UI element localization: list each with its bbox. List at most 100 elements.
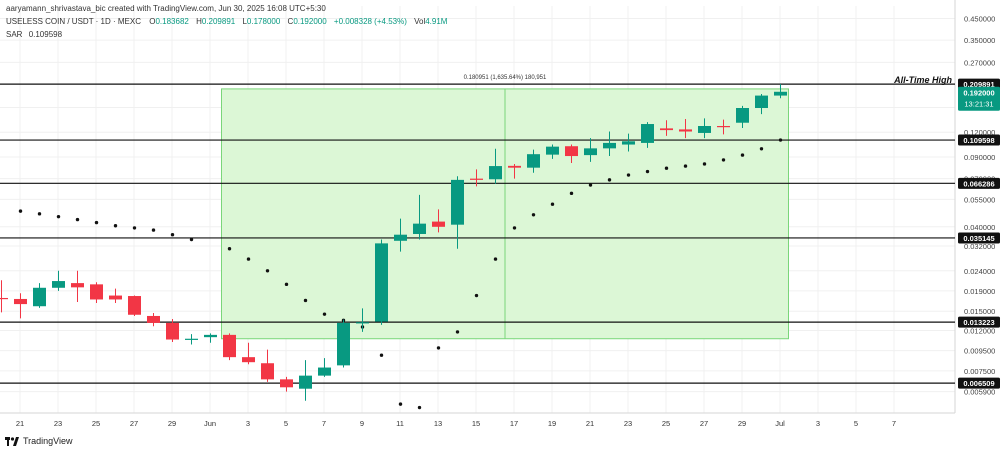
date-tick-label: 17: [510, 419, 518, 428]
sar-legend: SAR 0.109598: [6, 30, 62, 39]
date-tick-label: 5: [284, 419, 288, 428]
candle-up[interactable]: [204, 334, 217, 338]
price-tick-label: 0.005900: [964, 388, 995, 397]
sar-dot: [170, 232, 175, 237]
candle-up[interactable]: [527, 154, 540, 168]
price-tag: [958, 86, 1000, 111]
candle-up[interactable]: [736, 108, 749, 123]
sar-dot: [569, 191, 574, 196]
candle-down[interactable]: [71, 283, 84, 288]
candle-down[interactable]: [261, 363, 274, 380]
tradingview-logo: TradingView: [5, 436, 73, 446]
candle-up[interactable]: [622, 141, 635, 145]
sar-dot: [113, 224, 118, 228]
date-tick-label: 25: [662, 419, 670, 428]
price-tag-value: 0.209891: [963, 80, 994, 89]
sar-dot: [189, 237, 194, 242]
candle-down[interactable]: [109, 295, 122, 300]
tradingview-logo-icon: [5, 436, 19, 446]
candle-down[interactable]: [242, 357, 255, 363]
open-label: O: [149, 17, 156, 26]
sar-dot: [531, 213, 536, 217]
candle-up[interactable]: [641, 124, 654, 143]
sar-dot: [18, 209, 23, 213]
candle-down[interactable]: [90, 284, 103, 300]
candle-up[interactable]: [603, 142, 616, 149]
candle-up[interactable]: [33, 287, 46, 307]
candle-down[interactable]: [565, 146, 578, 157]
candle-down[interactable]: [223, 334, 236, 358]
symbol-label: USELESS COIN / USDT · 1D · MEXC: [6, 17, 141, 26]
price-tick-label: 0.450000: [964, 14, 995, 23]
candle-up[interactable]: [52, 281, 65, 288]
price-tag: [958, 377, 1000, 389]
sar-value: 0.109598: [28, 30, 63, 39]
sar-dot: [303, 298, 308, 303]
candle-down[interactable]: [147, 315, 160, 323]
candle-down[interactable]: [432, 221, 445, 227]
candle-down[interactable]: [508, 165, 521, 168]
sar-dot: [398, 402, 403, 406]
date-tick-label: 3: [246, 419, 250, 428]
volume-label: Vol: [414, 17, 426, 26]
candle-up[interactable]: [337, 322, 350, 366]
candle-up[interactable]: [356, 322, 369, 324]
candle-up[interactable]: [318, 367, 331, 376]
date-tick-label: 11: [396, 419, 404, 428]
sar-dot: [493, 257, 498, 261]
candle-up[interactable]: [755, 95, 768, 109]
candle-up[interactable]: [698, 126, 711, 133]
candle-down[interactable]: [166, 322, 179, 340]
candle-down[interactable]: [14, 298, 27, 305]
candle-down[interactable]: [660, 128, 673, 131]
date-tick-label: 27: [700, 419, 708, 428]
candle-up[interactable]: [546, 146, 559, 155]
candle-up[interactable]: [489, 166, 502, 180]
price-tick-label: 0.270000: [964, 58, 995, 67]
candle-up[interactable]: [413, 223, 426, 234]
sar-dot: [56, 214, 61, 219]
sar-dot: [645, 169, 650, 174]
sar-dot: [227, 247, 232, 251]
price-tag: [958, 232, 1000, 244]
price-tag-countdown: 13:21:31: [964, 99, 993, 108]
candle-down[interactable]: [128, 296, 141, 315]
candle-down[interactable]: [717, 126, 730, 128]
candle-down[interactable]: [679, 129, 692, 132]
candle-up[interactable]: [584, 148, 597, 156]
date-tick-label: 3: [816, 419, 820, 428]
date-tick-label: 21: [586, 419, 594, 428]
candle-down[interactable]: [280, 379, 293, 388]
sar-dot: [246, 257, 251, 261]
date-tick-label: 7: [892, 419, 896, 428]
sar-dot: [151, 228, 156, 232]
candle-down[interactable]: [0, 297, 8, 300]
price-tag-value: 0.066286: [963, 179, 994, 188]
date-tick-label: 5: [854, 419, 858, 428]
candle-up[interactable]: [185, 338, 198, 340]
sar-dot: [265, 269, 270, 273]
date-tick-label: 25: [92, 419, 100, 428]
candle-up[interactable]: [394, 234, 407, 241]
candle-up[interactable]: [299, 375, 312, 389]
low-label: L: [242, 17, 247, 26]
sar-dot: [607, 178, 612, 182]
all-time-high-label: All-Time High: [893, 75, 952, 85]
tradingview-logo-text: TradingView: [23, 436, 73, 446]
candle-up[interactable]: [375, 243, 388, 322]
sar-dot: [379, 353, 384, 357]
price-tick-label: 0.032000: [964, 242, 995, 251]
sar-dot: [474, 293, 479, 298]
price-tick-label: 0.009500: [964, 347, 995, 356]
chart-credit: aaryamann_shrivastava_bic created with T…: [6, 4, 326, 13]
candle-down[interactable]: [470, 178, 483, 180]
date-tick-label: 27: [130, 419, 138, 428]
sar-dot: [132, 226, 137, 230]
volume-value: 4.91M: [425, 17, 448, 26]
date-tick-label: 7: [322, 419, 326, 428]
candle-up[interactable]: [451, 179, 464, 225]
candle-up[interactable]: [774, 91, 787, 96]
price-tag-value: 0.013223: [963, 318, 994, 327]
date-tick-label: 29: [168, 419, 176, 428]
